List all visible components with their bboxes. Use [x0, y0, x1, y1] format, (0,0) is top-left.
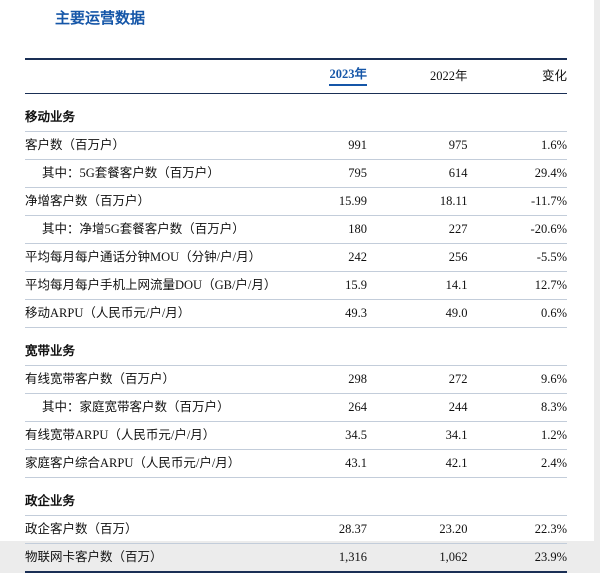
- current-year-label: 2023年: [329, 67, 367, 86]
- header-change: 变化: [541, 69, 567, 83]
- table-row: 客户数（百万户） 991 975 1.6%: [25, 132, 567, 160]
- table-body: 移动业务 客户数（百万户） 991 975 1.6% 其中：5G套餐客户数（百万…: [25, 94, 567, 572]
- value-2023: 15.99: [338, 194, 367, 208]
- value-2023: 49.3: [345, 306, 367, 320]
- value-change: 2.4%: [540, 456, 567, 470]
- value-2023: 242: [348, 250, 367, 264]
- value-change: 1.6%: [540, 138, 567, 152]
- metric-label: 有线宽带ARPU（人民币元/户/月）: [25, 428, 216, 442]
- value-2022: 14.1: [445, 278, 468, 292]
- page-title: 主要运营数据: [55, 9, 146, 27]
- metric-label: 平均每月每户手机上网流量DOU（GB/户/月）: [25, 278, 277, 292]
- table-row: 有线宽带客户数（百万户） 298 272 9.6%: [25, 366, 567, 394]
- value-change: 8.3%: [540, 400, 567, 414]
- section-header-row: 移动业务: [25, 94, 567, 132]
- value-2022: 18.11: [439, 194, 468, 208]
- value-2022: 244: [448, 400, 468, 414]
- value-2023: 991: [348, 138, 367, 152]
- table-row: 平均每月每户手机上网流量DOU（GB/户/月） 15.9 14.1 12.7%: [25, 272, 567, 300]
- value-2023: 15.9: [345, 278, 367, 292]
- header-year-2022: 2022年: [429, 69, 468, 83]
- value-2022: 256: [448, 250, 468, 264]
- section-header-row: 宽带业务: [25, 328, 567, 366]
- value-change: 1.2%: [540, 428, 567, 442]
- value-change: -11.7%: [531, 194, 567, 208]
- value-2022: 614: [448, 166, 468, 180]
- table-row: 移动ARPU（人民币元/户/月） 49.3 49.0 0.6%: [25, 300, 567, 328]
- header-spacer: [25, 59, 284, 94]
- value-change: 23.9%: [534, 550, 567, 564]
- value-2022: 1,062: [439, 550, 468, 564]
- metric-label: 净增客户数（百万户）: [25, 194, 151, 208]
- value-2023: 180: [348, 222, 367, 236]
- table-row: 物联网卡客户数（百万） 1,316 1,062 23.9%: [25, 544, 567, 572]
- section-title: 宽带业务: [25, 344, 76, 358]
- table-row: 平均每月每户通话分钟MOU（分钟/户/月） 242 256 -5.5%: [25, 244, 567, 272]
- table-row: 其中：家庭宽带客户数（百万户） 264 244 8.3%: [25, 394, 567, 422]
- section-title: 政企业务: [25, 494, 76, 508]
- operating-data-table: 2023年 2022年 变化 移动业务 客户数（百万户） 991 975 1.6…: [25, 58, 567, 573]
- value-2023: 264: [348, 400, 367, 414]
- value-2023: 28.37: [338, 522, 367, 536]
- table-row: 家庭客户综合ARPU（人民币元/户/月） 43.1 42.1 2.4%: [25, 450, 567, 478]
- value-2023: 1,316: [338, 550, 367, 564]
- section-header-row: 政企业务: [25, 478, 567, 516]
- value-2022: 49.0: [445, 306, 468, 320]
- value-change: 12.7%: [534, 278, 567, 292]
- table-row: 其中：5G套餐客户数（百万户） 795 614 29.4%: [25, 160, 567, 188]
- value-2022: 975: [448, 138, 468, 152]
- section-title: 移动业务: [25, 110, 76, 124]
- value-change: 0.6%: [540, 306, 567, 320]
- table-row: 其中：净增5G套餐客户数（百万户） 180 227 -20.6%: [25, 216, 567, 244]
- metric-label: 家庭客户综合ARPU（人民币元/户/月）: [25, 456, 241, 470]
- metric-label: 平均每月每户通话分钟MOU（分钟/户/月）: [25, 250, 262, 264]
- value-change: -5.5%: [536, 250, 567, 264]
- value-2023: 795: [348, 166, 367, 180]
- table-row: 有线宽带ARPU（人民币元/户/月） 34.5 34.1 1.2%: [25, 422, 567, 450]
- value-change: -20.6%: [530, 222, 567, 236]
- value-change: 29.4%: [534, 166, 567, 180]
- value-2023: 298: [348, 372, 367, 386]
- table-row: 净增客户数（百万户） 15.99 18.11 -11.7%: [25, 188, 567, 216]
- value-2022: 23.20: [439, 522, 468, 536]
- value-2023: 34.5: [345, 428, 367, 442]
- value-change: 22.3%: [534, 522, 567, 536]
- value-2022: 42.1: [445, 456, 468, 470]
- metric-label: 其中：5G套餐客户数（百万户）: [42, 166, 220, 180]
- header-year-2023: 2023年: [284, 59, 367, 94]
- value-2022: 227: [448, 222, 468, 236]
- table-row: 政企客户数（百万） 28.37 23.20 22.3%: [25, 516, 567, 544]
- metric-label: 其中：净增5G套餐客户数（百万户）: [42, 222, 245, 236]
- metric-label: 客户数（百万户）: [25, 138, 126, 152]
- value-2022: 34.1: [445, 428, 468, 442]
- metric-label: 物联网卡客户数（百万）: [25, 550, 163, 564]
- value-2023: 43.1: [345, 456, 367, 470]
- value-2022: 272: [448, 372, 468, 386]
- table-header-row: 2023年 2022年 变化: [25, 59, 567, 94]
- metric-label: 有线宽带客户数（百万户）: [25, 372, 176, 386]
- metric-label: 移动ARPU（人民币元/户/月）: [25, 306, 191, 320]
- metric-label: 其中：家庭宽带客户数（百万户）: [42, 400, 230, 414]
- value-change: 9.6%: [540, 372, 567, 386]
- metric-label: 政企客户数（百万）: [25, 522, 138, 536]
